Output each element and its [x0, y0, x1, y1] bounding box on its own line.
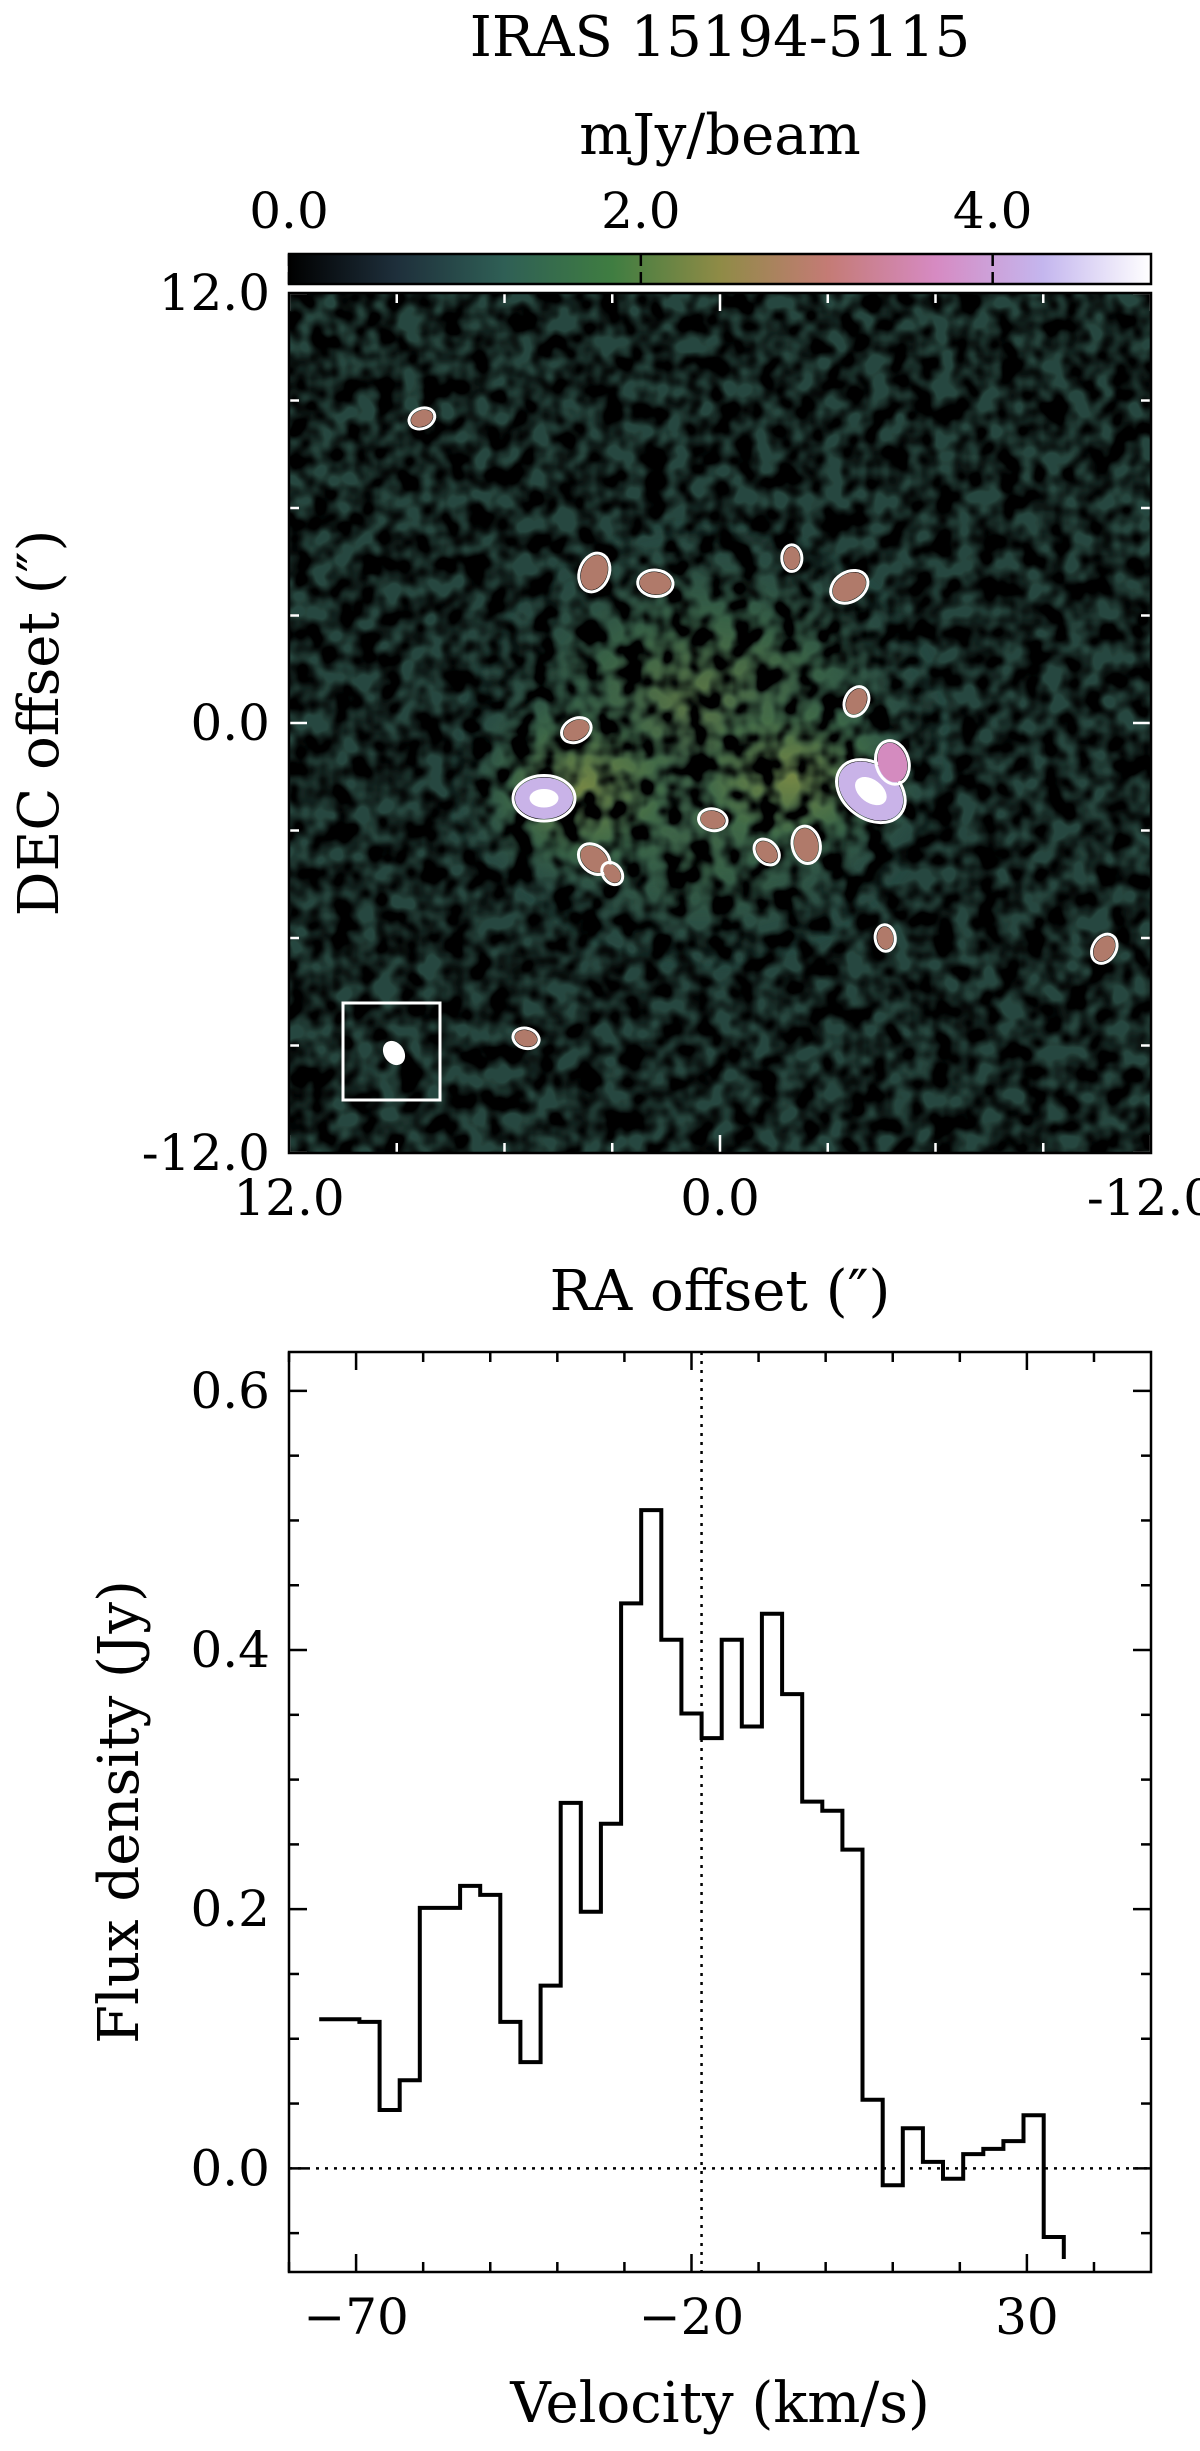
- colorbar-tick-label: 2.0: [601, 182, 681, 240]
- colorbar-strip: [287, 252, 1153, 286]
- bright-knot: [829, 568, 870, 605]
- bright-knot: [842, 685, 871, 718]
- map-frame: [287, 291, 1153, 1155]
- bright-knot: [1090, 932, 1119, 965]
- map-tick-labels: 12.0 0.0 -12.012.00.0-12.0: [142, 264, 1200, 1227]
- spectrum-tick-labels: −70 −20 30 0.0 0.2 0.4 0.6: [190, 1362, 1058, 2346]
- colorbar-ticks: 0.0 2.0 4.0: [249, 182, 1032, 284]
- map-x-tick-label: -12.0: [1087, 1169, 1200, 1227]
- bright-knot: [790, 824, 822, 865]
- spectrum-y-tick-label: 0.2: [190, 1880, 270, 1938]
- bright-knot: [600, 860, 625, 887]
- spectrum-x-axis-label: Velocity (km/s): [509, 2371, 930, 2436]
- bright-knot: [697, 807, 729, 833]
- bright-knot: [636, 568, 675, 598]
- colorbar-tick-label: 0.0: [249, 182, 329, 240]
- spectrum-y-tick-label: 0.6: [190, 1362, 270, 1420]
- spectrum-x-tick-label: 30: [995, 2288, 1059, 2346]
- colorbar: 0.0 2.0 4.0: [249, 182, 1153, 286]
- bright-knots: [407, 406, 1119, 1051]
- bright-knot: [873, 923, 897, 953]
- beam-ellipse: [382, 1040, 406, 1066]
- beam-inset: [341, 1001, 442, 1102]
- bright-knot: [752, 837, 781, 867]
- shell-glow: [443, 667, 724, 908]
- shell-emission: [443, 514, 956, 975]
- bright-knot: [511, 1026, 541, 1051]
- spectrum-x-tick-label: −70: [303, 2288, 409, 2346]
- bright-knot: [577, 551, 612, 594]
- bright-knot: [560, 716, 593, 745]
- map-x-axis-label: RA offset (″): [550, 1259, 891, 1324]
- map-y-tick-label: 0.0: [190, 694, 270, 752]
- map-y-axis-label: DEC offset (″): [7, 530, 72, 917]
- map-x-tick-label: 0.0: [680, 1169, 760, 1227]
- colorbar-label: mJy/beam: [579, 103, 861, 168]
- bright-knot: [780, 543, 804, 573]
- beam-box: [341, 1001, 442, 1102]
- spectrum-x-tick-label: −20: [639, 2288, 745, 2346]
- map-y-tick-label: -12.0: [142, 1124, 270, 1182]
- spectrum-y-axis-label: Flux density (Jy): [87, 1580, 152, 2044]
- spectrum-y-tick-label: 0.0: [190, 2139, 270, 2197]
- map-y-tick-label: 12.0: [159, 264, 270, 322]
- bright-knot: [511, 774, 577, 823]
- map-title: IRAS 15194-5115: [470, 5, 970, 70]
- map-x-tick-label: 12.0: [233, 1169, 344, 1227]
- bright-knot: [874, 739, 911, 786]
- spectrum-frame: [287, 1350, 1153, 2274]
- spectrum-series: [319, 1508, 1066, 2259]
- intensity-map: [287, 291, 1153, 1155]
- spectrum-plot: [287, 1350, 1153, 2274]
- bright-knot: [407, 406, 437, 431]
- colorbar-tick-label: 4.0: [953, 182, 1033, 240]
- spectrum-y-tick-label: 0.4: [190, 1621, 270, 1679]
